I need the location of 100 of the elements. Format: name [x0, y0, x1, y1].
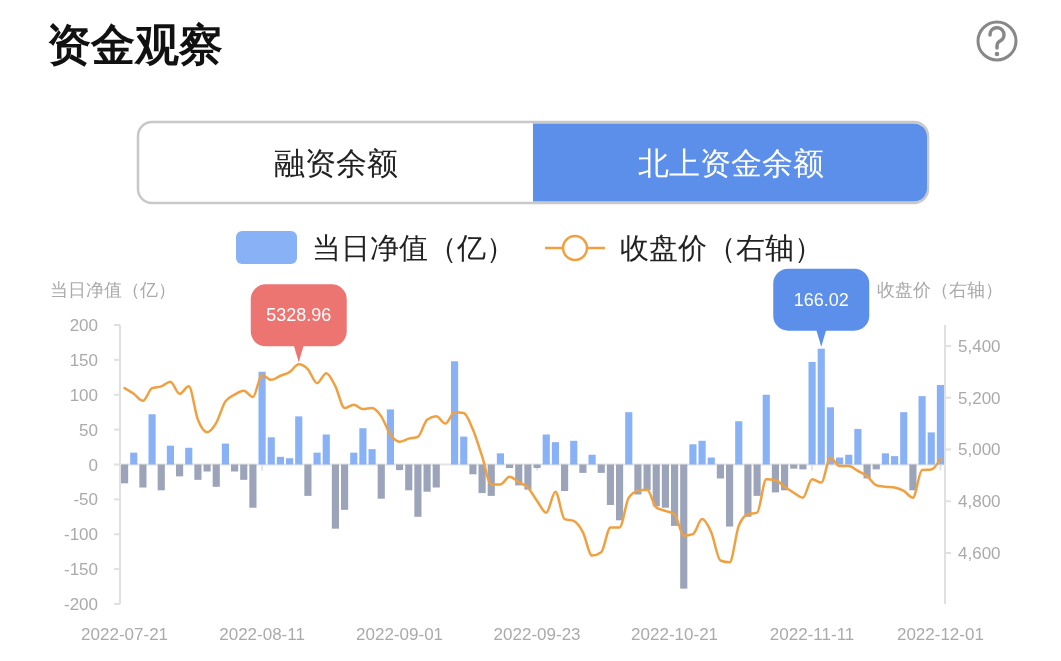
y2-tick-label: 4,600 [958, 544, 1001, 564]
bar [542, 434, 550, 465]
bar [240, 464, 248, 480]
bar [909, 464, 917, 491]
bar [139, 464, 147, 488]
bar [166, 445, 174, 465]
bar [331, 464, 339, 529]
legend-label: 当日净值（亿） [312, 232, 515, 264]
bar [927, 432, 935, 465]
bar [267, 437, 275, 465]
bar [588, 454, 596, 465]
bar [341, 464, 349, 510]
bar [597, 464, 605, 473]
bar [845, 454, 853, 465]
bar [386, 409, 394, 465]
bar [579, 464, 587, 473]
y-tick-label: 0 [88, 455, 98, 475]
bar [680, 464, 688, 589]
bar [368, 449, 376, 465]
text: 融资余额 [273, 146, 398, 181]
bar [258, 371, 266, 465]
y-tick-label: -100 [63, 525, 98, 545]
bar [762, 394, 770, 465]
x-tick-label: 2022-09-23 [493, 625, 581, 644]
y2-tick-label: 5,200 [958, 388, 1001, 408]
bar [881, 453, 889, 465]
bar [726, 464, 734, 527]
bar [616, 464, 624, 521]
bar [359, 428, 367, 465]
bar [469, 464, 477, 475]
x-tick-label: 2022-11-11 [769, 625, 855, 644]
bar [707, 457, 715, 465]
bar [753, 464, 761, 496]
line-series [123, 363, 942, 564]
bar [130, 452, 138, 465]
bar [157, 464, 165, 491]
bar [313, 452, 321, 465]
bar [405, 464, 413, 491]
x-tick-label: 2022-12-01 [896, 625, 984, 644]
bar [918, 396, 926, 465]
bar [606, 464, 614, 505]
bar [808, 361, 816, 465]
bar [900, 412, 908, 465]
bar [377, 464, 385, 499]
bar [460, 436, 468, 465]
bar [185, 447, 193, 465]
x-tick-label: 2022-07-21 [81, 625, 169, 644]
bar [744, 464, 752, 517]
y2-axis-title: 收盘价（右轴） [877, 280, 1003, 300]
bar [295, 416, 303, 465]
y-tick-label: -150 [63, 560, 98, 580]
bar [304, 464, 312, 496]
bar [194, 464, 202, 480]
bar [671, 464, 679, 526]
bar [689, 444, 697, 465]
bar [148, 414, 156, 465]
bar [176, 464, 184, 477]
bar [414, 464, 422, 517]
bar [322, 434, 330, 465]
bar [496, 453, 504, 465]
chart-title: 资金观察 [47, 20, 223, 69]
bar [121, 464, 129, 484]
bar [212, 464, 220, 487]
bar [423, 464, 431, 492]
y2-tick-label: 4,800 [958, 492, 1001, 512]
y-tick-label: -200 [63, 595, 98, 614]
y-tick-label: 50 [79, 420, 98, 440]
legend-label: 收盘价（右轴） [620, 232, 823, 264]
y-axis-title: 当日净值（亿） [50, 280, 176, 300]
bar [286, 458, 294, 465]
text: 北上资金余额 [637, 146, 824, 181]
bar [551, 442, 559, 465]
bar [790, 464, 798, 469]
bar [936, 384, 944, 465]
bar [716, 464, 724, 479]
y-tick-label: -50 [73, 490, 98, 510]
data-label: 166.02 [793, 289, 849, 310]
bar [221, 443, 229, 465]
bar [276, 456, 284, 465]
bar [625, 412, 633, 465]
bar [661, 464, 669, 508]
y-tick-label: 200 [69, 316, 98, 335]
bar [249, 464, 257, 508]
y2-tick-label: 5,400 [958, 336, 1001, 356]
bar [451, 361, 459, 465]
x-tick-label: 2022-09-01 [356, 625, 444, 644]
bar [826, 407, 834, 465]
bar [561, 464, 569, 492]
bar [643, 464, 651, 491]
y-tick-label: 150 [69, 350, 98, 370]
x-tick-label: 2022-08-11 [219, 625, 305, 644]
data-label: 5328.96 [266, 305, 332, 326]
y-tick-label: 100 [69, 385, 98, 405]
bar [891, 456, 899, 465]
bar [698, 440, 706, 465]
bar [570, 440, 578, 465]
bar [652, 464, 660, 507]
bar [432, 464, 440, 488]
bar [854, 428, 862, 465]
x-tick-label: 2022-10-21 [631, 625, 719, 644]
